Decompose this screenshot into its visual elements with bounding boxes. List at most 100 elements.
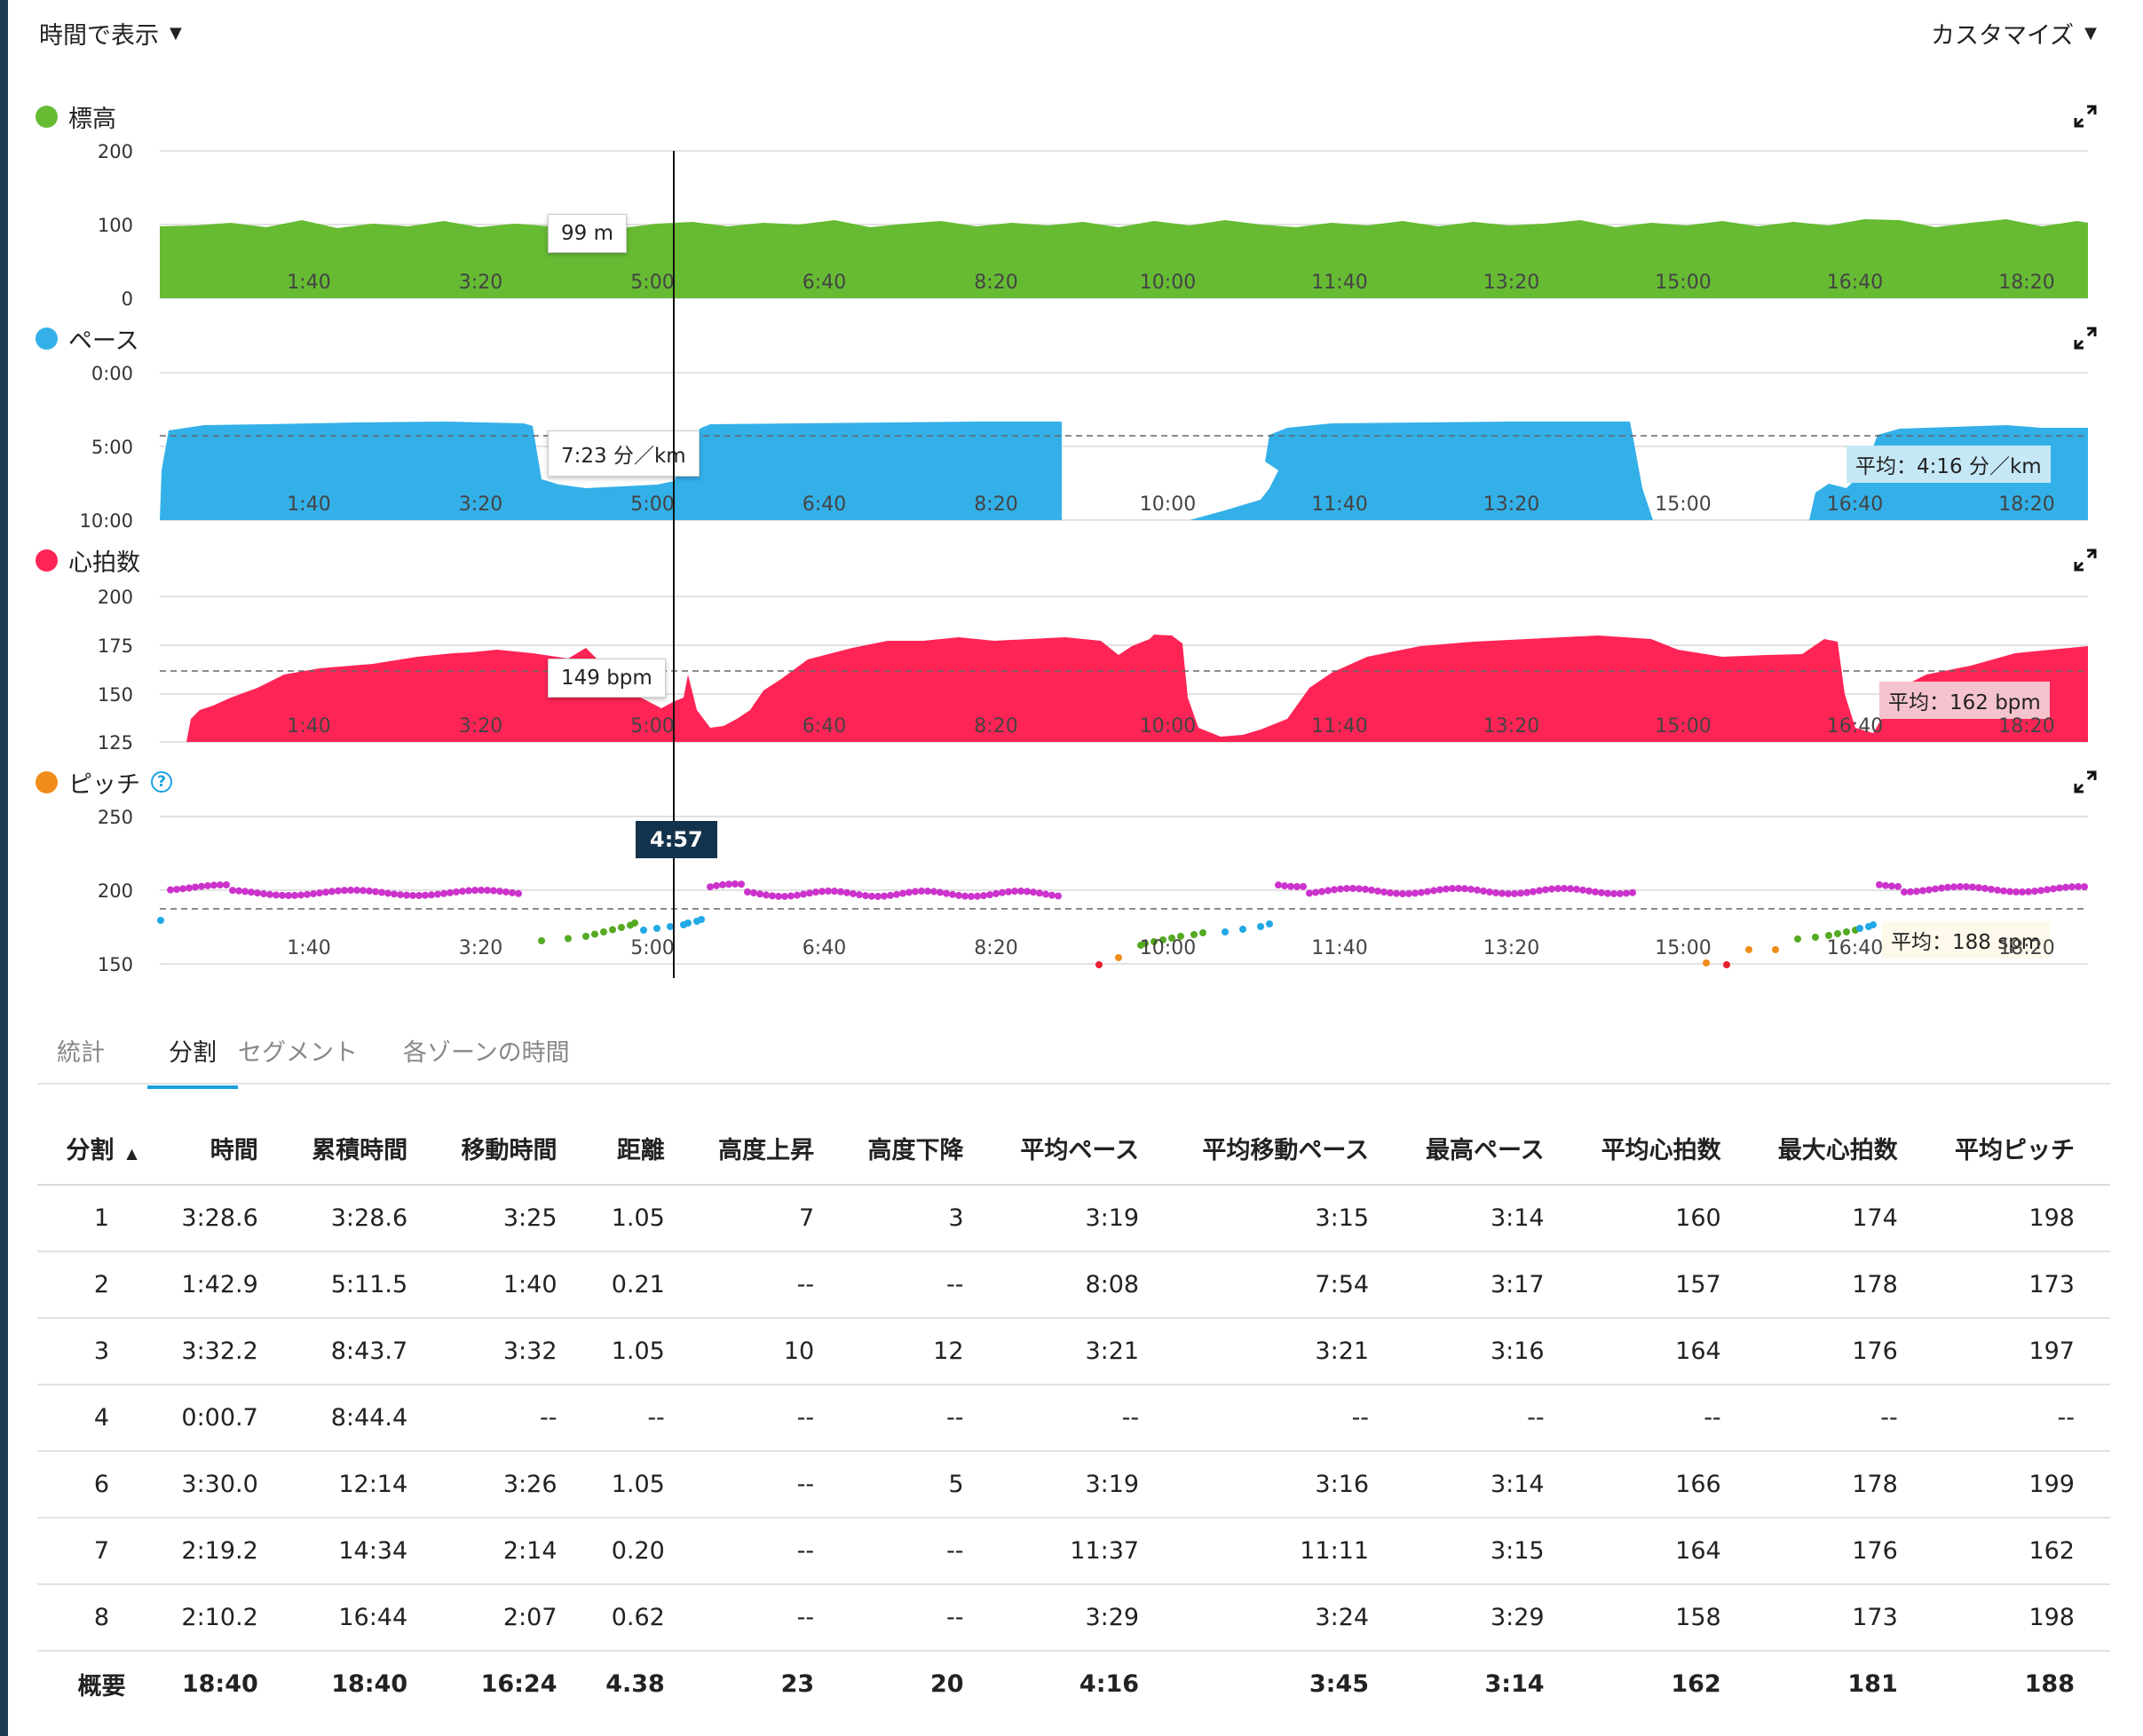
cadence-point	[1380, 888, 1388, 896]
cadence-point	[843, 888, 850, 896]
cadence-point	[937, 888, 944, 896]
heart-rate-plot[interactable]: 200 175 150 125	[0, 541, 2143, 754]
cadence-point	[1337, 885, 1344, 893]
heart-rate-chart-header: 心拍数	[36, 541, 140, 579]
table-cell: 10	[700, 1318, 850, 1385]
table-cell: 8:43.7	[293, 1318, 444, 1385]
table-cell: 3:19	[999, 1451, 1175, 1519]
cadence-point	[254, 889, 261, 897]
column-header[interactable]: 時間	[166, 1111, 294, 1186]
table-cell: 3:14	[1404, 1185, 1580, 1252]
expand-icon[interactable]	[2074, 770, 2097, 793]
table-row[interactable]: 2 1:42.9 5:11.5 1:40 0.21 -- -- 8:08 7:54 3:17 157…	[37, 1251, 2110, 1319]
cadence-point	[316, 889, 323, 897]
tab-zone-time[interactable]: 各ゾーンの時間	[403, 1039, 570, 1067]
table-cell: 4	[37, 1385, 166, 1452]
table-cell: 1.05	[592, 1451, 700, 1519]
pace-plot[interactable]: 0:00 5:00 10:00	[0, 320, 2143, 533]
x-tick: 18:20	[1998, 715, 2054, 738]
column-header-split[interactable]: 分割 ▲	[37, 1111, 166, 1186]
expand-icon[interactable]	[2074, 548, 2097, 572]
table-row[interactable]: 7 2:19.2 14:34 2:14 0.20 -- -- 11:37 11:11 3:15 16…	[37, 1518, 2110, 1585]
column-header[interactable]: 平均ピッチ	[1933, 1111, 2110, 1186]
column-header[interactable]: 最大心拍数	[1756, 1111, 1933, 1186]
cadence-point	[893, 890, 900, 898]
cadence-point	[800, 890, 807, 898]
cadence-point	[409, 891, 416, 899]
table-row[interactable]: 6 3:30.0 12:14 3:26 1.05 -- 5 3:19 3:16 3:14 166 17…	[37, 1451, 2110, 1519]
x-tick: 13:20	[1483, 937, 1539, 959]
pace-area	[160, 422, 1062, 520]
table-cell: --	[1756, 1385, 1933, 1452]
customize-dropdown[interactable]: カスタマイズ ▼	[1931, 16, 2097, 51]
table-cell: 3:29	[1404, 1584, 1580, 1652]
cadence-point	[1005, 888, 1012, 896]
heart-rate-legend-dot	[36, 548, 58, 572]
cadence-point	[862, 892, 869, 900]
tab-segments[interactable]: セグメント	[238, 1039, 358, 1067]
column-header[interactable]: 平均ペース	[999, 1111, 1175, 1186]
y-tick: 100	[98, 215, 133, 236]
cadence-point	[1617, 889, 1624, 897]
view-by-dropdown[interactable]: 時間で表示 ▼	[39, 16, 182, 51]
column-header[interactable]: 移動時間	[443, 1111, 593, 1186]
elevation-area	[160, 219, 2088, 298]
table-cell: 176	[1756, 1518, 1933, 1585]
column-header[interactable]: 高度下降	[850, 1111, 1000, 1186]
x-tick: 3:20	[459, 937, 502, 959]
column-header[interactable]: 距離	[592, 1111, 700, 1186]
column-header[interactable]: 平均心拍数	[1579, 1111, 1757, 1186]
column-header[interactable]: 累積時間	[293, 1111, 444, 1186]
table-cell: 3:28.6	[166, 1185, 294, 1252]
column-header[interactable]: 高度上昇	[700, 1111, 850, 1186]
cadence-point	[1467, 885, 1475, 893]
cadence-point	[1573, 885, 1580, 893]
cadence-point	[1542, 886, 1549, 894]
table-cell: 3:16	[1174, 1451, 1405, 1519]
cadence-point	[1387, 889, 1394, 897]
cadence-point	[260, 890, 267, 898]
table-cell: 6	[37, 1451, 166, 1519]
table-row[interactable]: 3 3:32.2 8:43.7 3:32 1.05 10 12 3:21 3:21 3:16 164…	[37, 1318, 2110, 1385]
view-by-label: 時間で表示	[39, 22, 159, 50]
table-cell: 5	[850, 1451, 1000, 1519]
table-cell: 164	[1579, 1518, 1757, 1585]
heart-rate-chart: 心拍数 200 175 150 125 149 bpm 平均：162 bpm	[0, 541, 2143, 754]
help-icon[interactable]: ?	[151, 771, 172, 793]
table-cell: 3	[850, 1185, 1000, 1252]
cadence-point	[707, 883, 714, 891]
table-row[interactable]: 4 0:00.7 8:44.4 -- -- -- -- -- -- -- -- -- --	[37, 1385, 2110, 1452]
expand-icon[interactable]	[2074, 327, 2097, 350]
table-row[interactable]: 8 2:10.2 16:44 2:07 0.62 -- -- 3:29 3:24 3:29 158 1…	[37, 1584, 2110, 1652]
cadence-point	[1994, 886, 2001, 894]
cadence-point	[1950, 883, 1957, 891]
cadence-plot[interactable]: 250 200 150	[0, 763, 2143, 976]
column-header[interactable]: 最高ペース	[1404, 1111, 1580, 1186]
table-cell: 2:07	[443, 1584, 593, 1652]
y-tick: 0:00	[91, 363, 133, 384]
cadence-point	[310, 890, 317, 898]
summary-cell: 23	[780, 1670, 815, 1698]
cadence-point	[831, 888, 838, 896]
cadence-point	[618, 924, 625, 931]
x-tick: 15:00	[1655, 937, 1711, 959]
column-header[interactable]: 平均移動ペース	[1174, 1111, 1405, 1186]
y-tick: 200	[98, 880, 133, 902]
table-row[interactable]: 1 3:28.6 3:28.6 3:25 1.05 7 3 3:19 3:15 3:14 160 17…	[37, 1185, 2110, 1252]
table-cell: 1:40	[443, 1251, 593, 1319]
x-tick: 5:00	[630, 937, 674, 959]
cadence-point	[1480, 887, 1487, 895]
x-tick: 10:00	[1140, 715, 1196, 738]
expand-icon[interactable]	[2074, 105, 2097, 128]
tab-stats[interactable]: 統計	[57, 1039, 105, 1067]
cadence-point	[1825, 932, 1832, 939]
sort-ascending-icon[interactable]: ▲	[126, 1144, 138, 1162]
table-cell: --	[700, 1251, 850, 1319]
elevation-plot[interactable]: 200 100 0	[0, 98, 2143, 311]
cadence-point	[905, 888, 913, 896]
cadence-point	[1530, 888, 1537, 896]
table-cell: 3	[37, 1318, 166, 1385]
tab-splits[interactable]: 分割	[147, 1033, 238, 1089]
cadence-point	[167, 886, 174, 894]
cadence-point	[1536, 887, 1543, 895]
